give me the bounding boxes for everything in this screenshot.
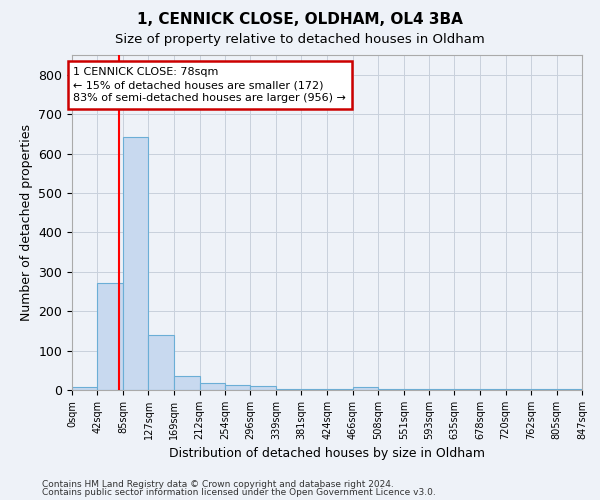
Text: Contains public sector information licensed under the Open Government Licence v3: Contains public sector information licen… xyxy=(42,488,436,497)
Y-axis label: Number of detached properties: Number of detached properties xyxy=(20,124,33,321)
Bar xyxy=(328,389,353,390)
Bar xyxy=(250,386,276,390)
Text: Contains HM Land Registry data © Crown copyright and database right 2024.: Contains HM Land Registry data © Crown c… xyxy=(42,480,394,489)
Bar xyxy=(301,389,328,390)
Bar xyxy=(353,387,378,390)
Bar xyxy=(404,389,429,390)
Text: Size of property relative to detached houses in Oldham: Size of property relative to detached ho… xyxy=(115,32,485,46)
Bar xyxy=(200,383,225,390)
Bar xyxy=(480,389,506,390)
Bar xyxy=(429,389,454,390)
Text: 1, CENNICK CLOSE, OLDHAM, OL4 3BA: 1, CENNICK CLOSE, OLDHAM, OL4 3BA xyxy=(137,12,463,28)
Bar xyxy=(531,389,557,390)
Bar xyxy=(174,376,200,390)
Bar xyxy=(557,389,582,390)
Bar xyxy=(506,389,531,390)
Bar xyxy=(276,389,301,390)
Text: 1 CENNICK CLOSE: 78sqm
← 15% of detached houses are smaller (172)
83% of semi-de: 1 CENNICK CLOSE: 78sqm ← 15% of detached… xyxy=(73,67,346,103)
Bar xyxy=(225,386,250,390)
Bar xyxy=(378,389,404,390)
Bar xyxy=(454,389,480,390)
Bar xyxy=(148,335,174,390)
Bar xyxy=(123,136,148,390)
Bar xyxy=(97,283,123,390)
Bar xyxy=(72,387,97,390)
X-axis label: Distribution of detached houses by size in Oldham: Distribution of detached houses by size … xyxy=(169,448,485,460)
